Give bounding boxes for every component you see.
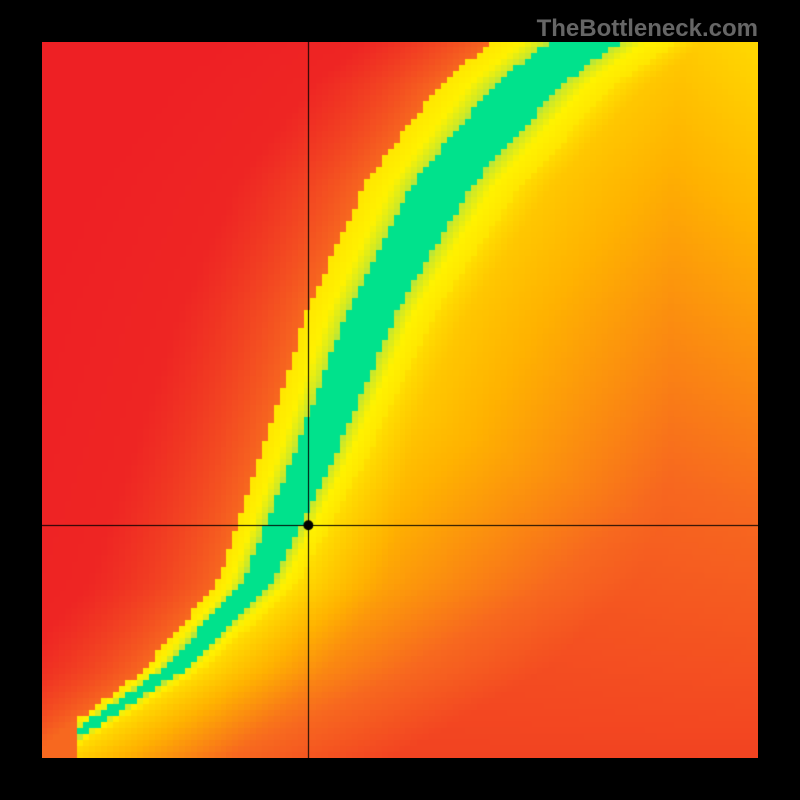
bottleneck-heatmap <box>42 42 758 758</box>
watermark-text: TheBottleneck.com <box>537 15 758 43</box>
chart-container: TheBottleneck.com <box>0 0 800 800</box>
